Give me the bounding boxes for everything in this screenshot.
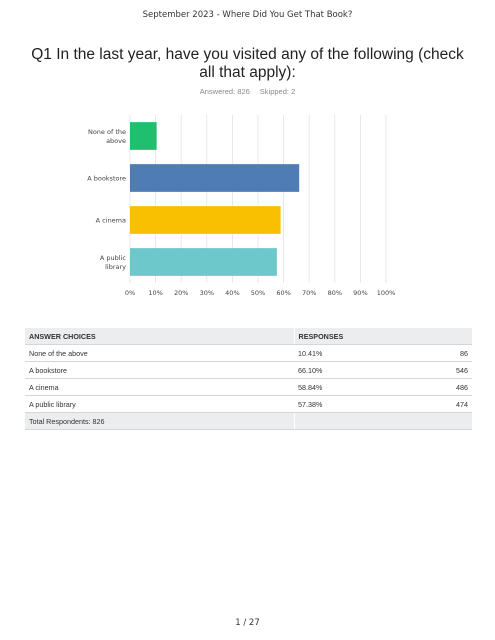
x-tick-label: 50% <box>251 289 265 297</box>
count-cell: 546 <box>382 361 472 379</box>
percent-cell: 58.84% <box>294 378 382 396</box>
total-row: Total Respondents: 826 <box>25 412 472 430</box>
percent-cell: 10.41% <box>294 344 382 362</box>
percent-cell: 66.10% <box>294 361 382 379</box>
bar <box>130 248 277 276</box>
bar-chart: 0% 10% 20% 30% 40% 50% 60% 70% 80% 90% 100% None of… <box>87 115 396 297</box>
category-label: None of the above <box>88 128 126 145</box>
count-cell: 86 <box>382 344 472 362</box>
header-answer-choices: ANSWER CHOICES <box>25 328 294 345</box>
total-blank <box>293 412 472 430</box>
table-row: A bookstore 66.10% 546 <box>25 361 472 379</box>
count-cell: 486 <box>382 378 472 396</box>
table-header-row: ANSWER CHOICES RESPONSES <box>25 328 472 345</box>
bar <box>130 164 300 192</box>
answered-count: Answered: 826 <box>199 87 250 96</box>
x-tick-label: 10% <box>148 289 162 297</box>
x-tick-label: 30% <box>200 289 214 297</box>
responses-table: ANSWER CHOICES RESPONSES None of the abo… <box>25 328 472 430</box>
total-respondents: Total Respondents: 826 <box>25 412 294 430</box>
response-meta: Answered: 826 Skipped: 2 <box>0 87 495 96</box>
percent-cell: 57.38% <box>294 395 382 413</box>
table-row: None of the above 10.41% 86 <box>25 344 472 362</box>
category-label: A bookstore <box>87 175 126 183</box>
x-tick-label: 90% <box>353 289 367 297</box>
count-cell: 474 <box>382 395 472 413</box>
x-tick-label: 70% <box>302 289 316 297</box>
header-responses: RESPONSES <box>293 328 472 345</box>
choice-cell: A cinema <box>25 378 294 396</box>
bar <box>130 206 281 234</box>
skipped-count: Skipped: 2 <box>259 87 296 96</box>
category-label: A cinema <box>96 217 126 225</box>
choice-cell: A public library <box>25 395 294 413</box>
category-label: A public library <box>100 254 126 271</box>
x-tick-label: 80% <box>328 289 342 297</box>
page-header: September 2023 - Where Did You Get That … <box>142 10 353 20</box>
x-tick-label: 20% <box>174 289 188 297</box>
page-number: 1 / 27 <box>235 618 260 628</box>
choice-cell: A bookstore <box>25 361 294 379</box>
table-row: A public library 57.38% 474 <box>25 395 472 413</box>
x-tick-label: 60% <box>276 289 290 297</box>
x-tick-label: 40% <box>225 289 239 297</box>
table-row: A cinema 58.84% 486 <box>25 378 472 396</box>
question-title: Q1 In the last year, have you visited an… <box>31 46 464 81</box>
bar <box>130 122 157 150</box>
choice-cell: None of the above <box>25 344 294 362</box>
x-tick-label: 100% <box>377 289 396 297</box>
x-tick-label: 0% <box>125 289 135 297</box>
